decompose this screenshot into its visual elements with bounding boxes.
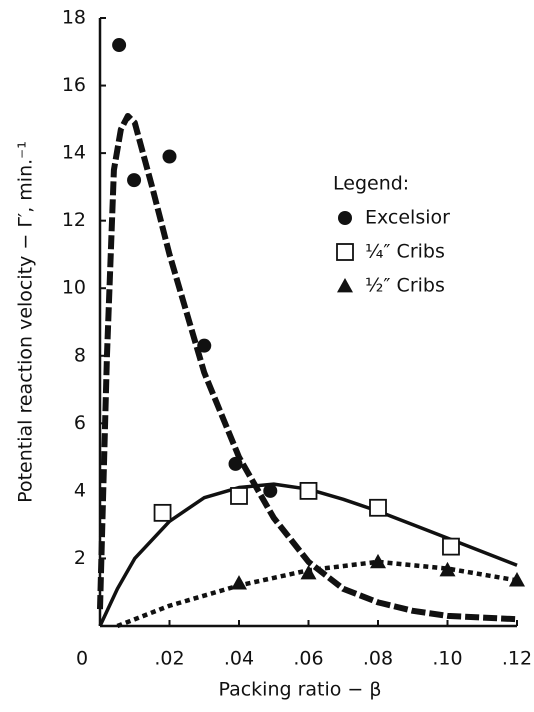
legend-marker (336, 243, 354, 261)
x-tick-label: .04 (224, 648, 254, 670)
data-point (231, 575, 247, 590)
legend-marker (338, 211, 352, 225)
x-tick-label: .10 (432, 648, 462, 670)
y-tick-label: 2 (74, 547, 86, 569)
data-point (299, 481, 318, 500)
x-tick-label: .12 (502, 648, 532, 670)
data-point (263, 483, 278, 498)
y-tick-label: 16 (62, 74, 86, 96)
y-tick-label: 18 (62, 7, 86, 29)
x-tick-label: .08 (363, 648, 393, 670)
x-axis-label: Packing ratio − β (218, 679, 381, 701)
data-point (300, 564, 317, 580)
data-point (442, 537, 460, 556)
legend-marker (337, 278, 353, 293)
x-tick-label: .02 (154, 648, 184, 670)
data-point (370, 553, 386, 569)
y-tick-label: 4 (74, 479, 86, 501)
y-tick-label: 14 (62, 142, 86, 164)
data-point (228, 456, 243, 471)
legend-label: Excelsior (365, 207, 450, 229)
x-tick-label: .06 (293, 648, 323, 670)
data-point (439, 561, 456, 577)
legend-label: ½″ Cribs (365, 275, 445, 297)
fit-curve (98, 482, 518, 627)
data-point (162, 149, 177, 164)
data-point (230, 487, 248, 505)
data-point (153, 503, 172, 522)
y-tick-label: 6 (74, 412, 86, 434)
data-point (127, 173, 142, 188)
data-point (197, 338, 212, 353)
y-axis-label: Potential reaction velocity − Γ′, min.⁻¹ (15, 141, 37, 503)
x-tick-label: 0 (76, 648, 88, 670)
legend-label: ¼″ Cribs (365, 241, 445, 263)
fit-curve (97, 112, 518, 623)
y-tick-label: 8 (74, 344, 86, 366)
y-tick-label: 10 (62, 277, 86, 299)
data-point (112, 38, 127, 53)
data-point (369, 498, 387, 517)
data-point (509, 572, 525, 587)
legend-title: Legend: (333, 173, 409, 195)
y-tick-label: 12 (62, 209, 86, 231)
